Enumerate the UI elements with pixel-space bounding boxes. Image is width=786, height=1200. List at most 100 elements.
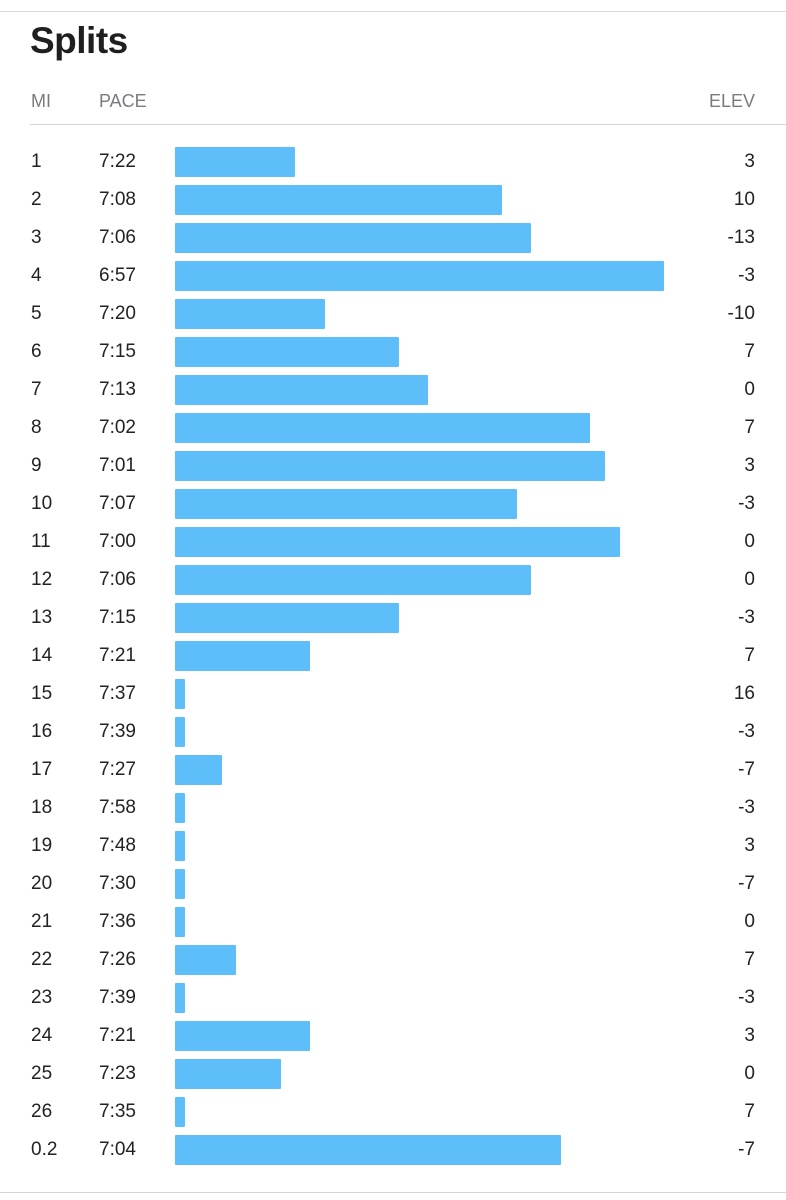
split-pace: 7:39 <box>99 721 136 742</box>
split-row: 20 7:30 -7 <box>0 865 786 903</box>
split-mile: 13 <box>31 607 53 628</box>
split-mile: 2 <box>31 189 42 210</box>
pace-bar <box>175 451 605 481</box>
split-row: 21 7:36 0 <box>0 903 786 941</box>
split-row: 26 7:35 7 <box>0 1093 786 1131</box>
split-elevation: -3 <box>738 607 755 628</box>
split-mile: 21 <box>31 911 53 932</box>
split-elevation: 3 <box>744 835 755 856</box>
split-row: 19 7:48 3 <box>0 827 786 865</box>
split-mile: 5 <box>31 303 42 324</box>
split-pace: 7:02 <box>99 417 136 438</box>
split-row: 4 6:57 -3 <box>0 257 786 295</box>
split-mile: 20 <box>31 873 53 894</box>
split-pace: 7:21 <box>99 1025 136 1046</box>
split-pace: 7:58 <box>99 797 136 818</box>
split-elevation: 10 <box>733 189 755 210</box>
split-pace: 7:13 <box>99 379 136 400</box>
split-row: 2 7:08 10 <box>0 181 786 219</box>
split-pace: 7:27 <box>99 759 136 780</box>
split-row: 0.2 7:04 -7 <box>0 1131 786 1169</box>
split-row: 8 7:02 7 <box>0 409 786 447</box>
split-pace: 7:26 <box>99 949 136 970</box>
split-elevation: 0 <box>744 569 755 590</box>
split-mile: 11 <box>31 531 51 552</box>
split-row: 23 7:39 -3 <box>0 979 786 1017</box>
split-pace: 7:30 <box>99 873 136 894</box>
split-mile: 19 <box>31 835 53 856</box>
pace-bar <box>175 717 185 747</box>
split-pace: 7:20 <box>99 303 136 324</box>
split-mile: 4 <box>31 265 42 286</box>
split-pace: 7:21 <box>99 645 136 666</box>
split-pace: 7:35 <box>99 1101 136 1122</box>
pace-bar <box>175 983 185 1013</box>
split-elevation: 0 <box>744 911 755 932</box>
split-mile: 9 <box>31 455 42 476</box>
pace-bar <box>175 375 428 405</box>
split-mile: 7 <box>31 379 42 400</box>
column-header-elev: ELEV <box>708 91 755 111</box>
split-elevation: 7 <box>744 645 755 666</box>
split-pace: 7:22 <box>99 151 136 172</box>
pace-bar <box>175 869 185 899</box>
split-row: 17 7:27 -7 <box>0 751 786 789</box>
split-elevation: 7 <box>744 1101 755 1122</box>
split-elevation: 3 <box>744 1025 755 1046</box>
split-pace: 7:08 <box>99 189 136 210</box>
pace-bar <box>175 831 185 861</box>
column-header-pace: PACE <box>99 91 147 111</box>
split-row: 1 7:22 3 <box>0 143 786 181</box>
pace-bar <box>175 413 590 443</box>
split-row: 13 7:15 -3 <box>0 599 786 637</box>
pace-bar <box>175 337 399 367</box>
split-pace: 7:00 <box>99 531 136 552</box>
split-mile: 17 <box>31 759 53 780</box>
split-row: 22 7:26 7 <box>0 941 786 979</box>
split-pace: 7:23 <box>99 1063 136 1084</box>
split-mile: 15 <box>31 683 53 704</box>
split-mile: 14 <box>31 645 53 666</box>
column-header-mi: MI <box>31 91 51 111</box>
split-mile: 0.2 <box>31 1139 58 1160</box>
pace-bar <box>175 1059 281 1089</box>
split-pace: 7:39 <box>99 987 136 1008</box>
pace-bar <box>175 1135 561 1165</box>
split-pace: 7:48 <box>99 835 136 856</box>
split-row: 14 7:21 7 <box>0 637 786 675</box>
split-mile: 10 <box>31 493 53 514</box>
split-elevation: 0 <box>744 1063 755 1084</box>
split-elevation: -3 <box>738 797 755 818</box>
split-mile: 26 <box>31 1101 53 1122</box>
pace-bar <box>175 223 531 253</box>
pace-bar <box>175 489 517 519</box>
split-row: 7 7:13 0 <box>0 371 786 409</box>
pace-bar <box>175 1097 185 1127</box>
split-mile: 23 <box>31 987 53 1008</box>
split-mile: 6 <box>31 341 42 362</box>
split-mile: 25 <box>31 1063 53 1084</box>
split-row: 16 7:39 -3 <box>0 713 786 751</box>
split-row: 15 7:37 16 <box>0 675 786 713</box>
split-pace: 6:57 <box>99 265 136 286</box>
pace-bar <box>175 793 185 823</box>
pace-bar <box>175 147 295 177</box>
split-pace: 7:07 <box>99 493 136 514</box>
split-pace: 7:36 <box>99 911 136 932</box>
split-mile: 12 <box>31 569 53 590</box>
split-row: 6 7:15 7 <box>0 333 786 371</box>
top-divider <box>0 11 786 12</box>
pace-bar <box>175 261 664 291</box>
split-mile: 22 <box>31 949 53 970</box>
bottom-divider <box>0 1192 786 1193</box>
split-pace: 7:37 <box>99 683 136 704</box>
split-pace: 7:06 <box>99 569 136 590</box>
split-row: 3 7:06 -13 <box>0 219 786 257</box>
pace-bar <box>175 185 502 215</box>
pace-bar <box>175 907 185 937</box>
split-mile: 24 <box>31 1025 53 1046</box>
pace-bar <box>175 565 531 595</box>
split-mile: 3 <box>31 227 42 248</box>
split-row: 24 7:21 3 <box>0 1017 786 1055</box>
split-elevation: 16 <box>733 683 755 704</box>
